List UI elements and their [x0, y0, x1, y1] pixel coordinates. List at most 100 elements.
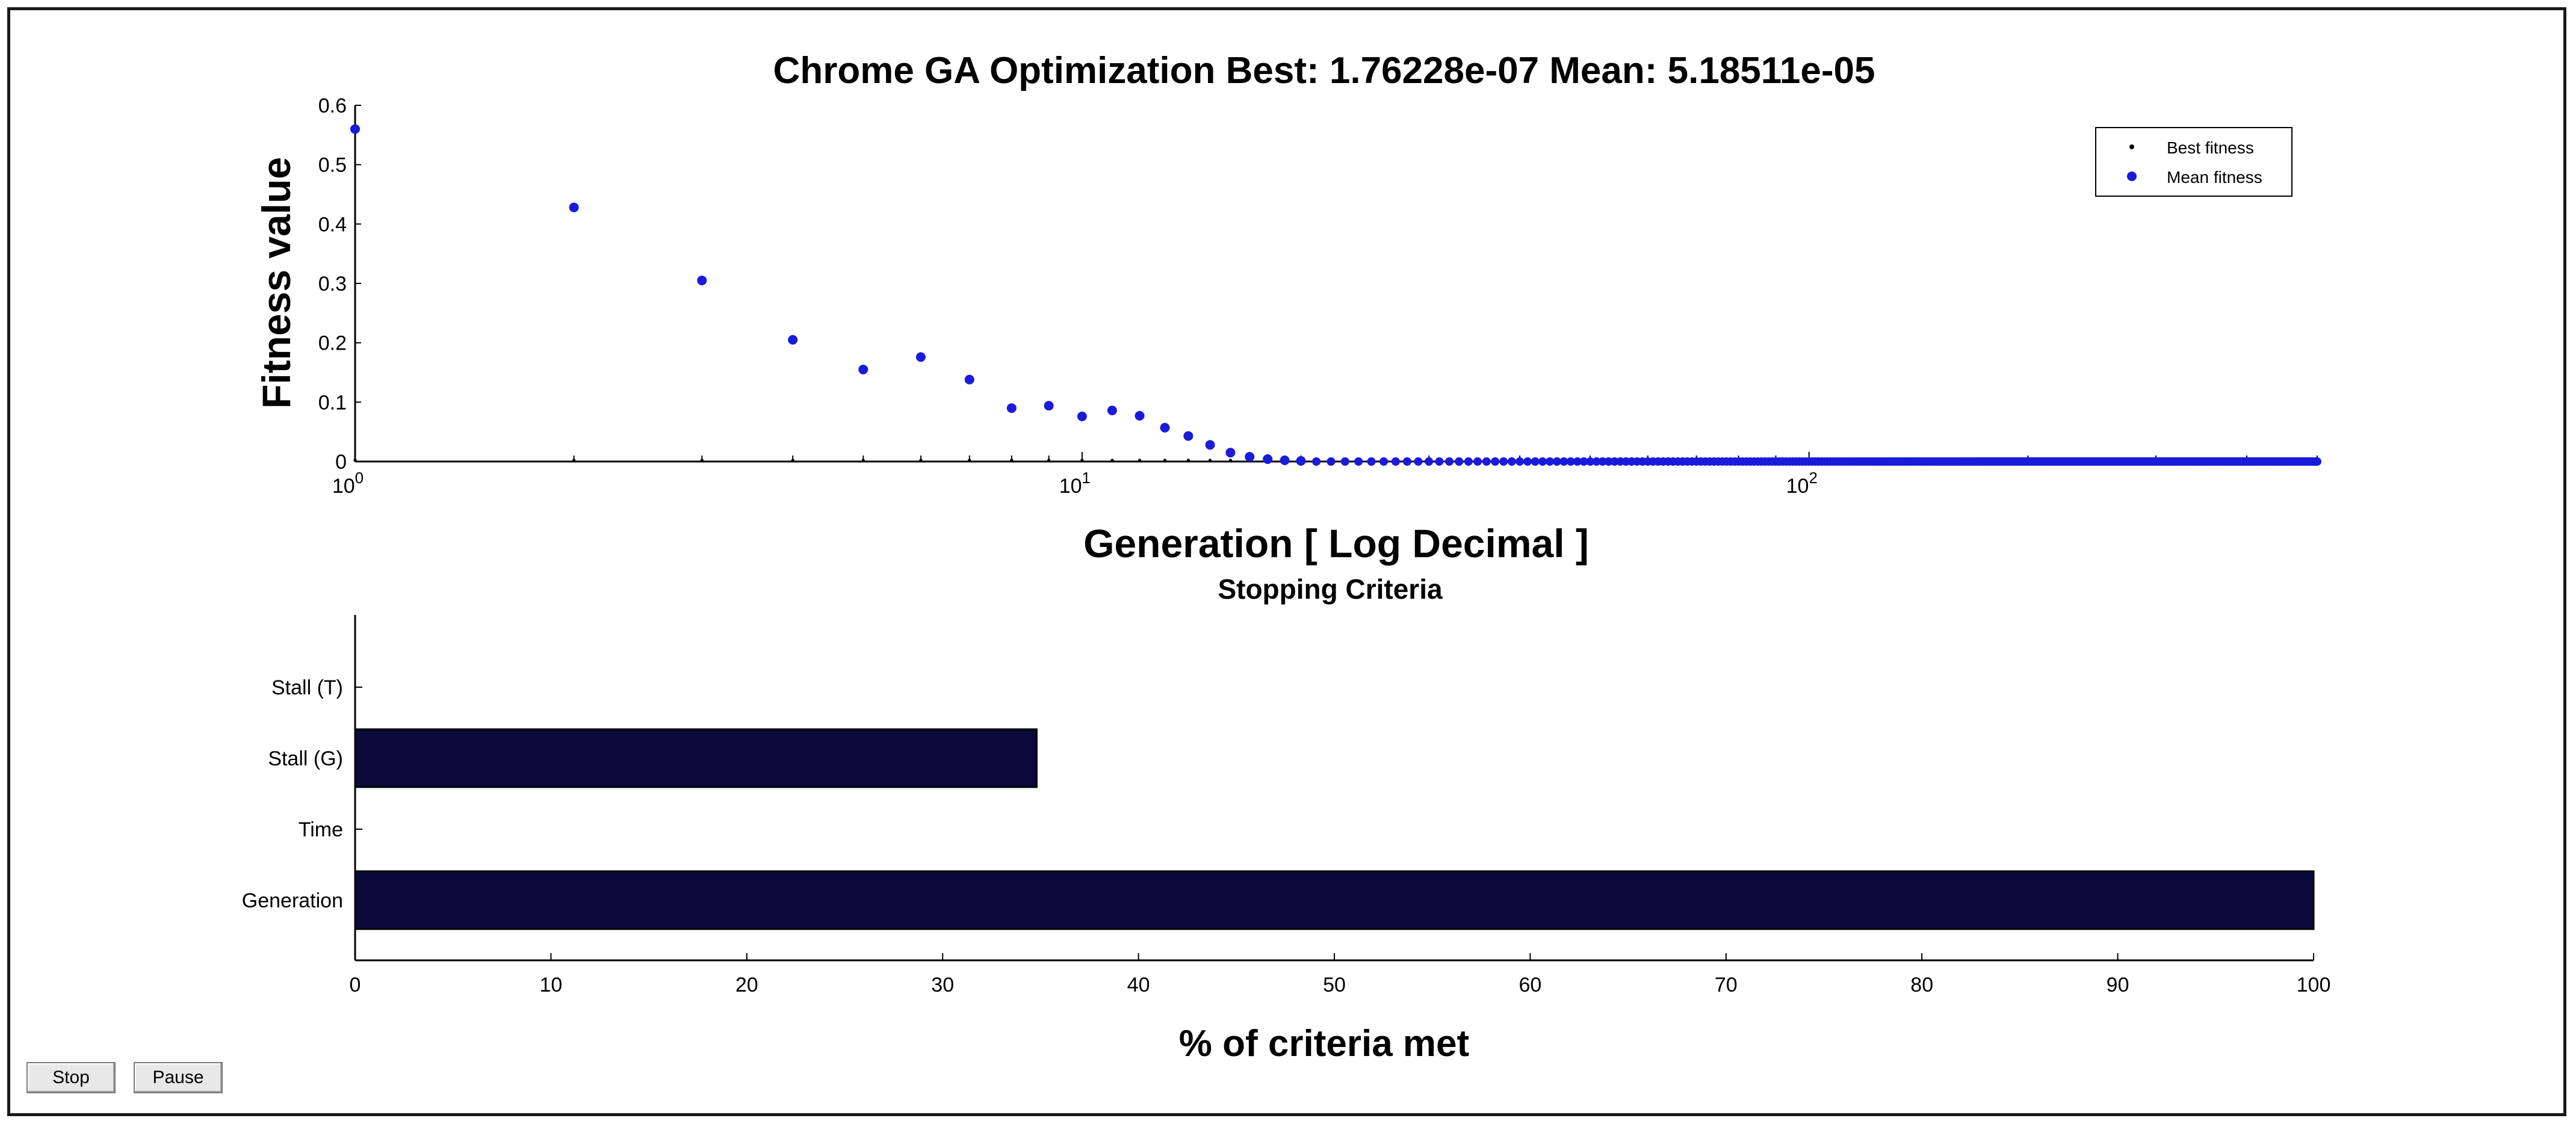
mean-fitness-point: [1610, 457, 1619, 466]
mean-fitness-point: [1464, 457, 1473, 466]
criteria-bar: [354, 870, 2315, 930]
best-fitness-point: [968, 459, 971, 462]
fitness-plot: Chrome GA Optimization Best: 1.76228e-07…: [254, 50, 2321, 566]
mean-fitness-point: [1507, 457, 1516, 466]
best-fitness-point: [353, 459, 357, 462]
mean-fitness-point: [1379, 457, 1389, 466]
stopping-criteria-title: Stopping Criteria: [1218, 573, 1443, 605]
mean-fitness-point: [1414, 457, 1423, 466]
mean-fitness-point: [1499, 457, 1508, 466]
fitness-x-tick-label: 102: [1786, 469, 1818, 498]
fitness-x-tick-label: 101: [1059, 469, 1091, 498]
fitness-y-tick-label: 0.4: [318, 213, 347, 236]
criteria-bars: [354, 728, 2315, 930]
mean-fitness-point: [1552, 457, 1561, 466]
mean-fitness-point: [1135, 411, 1145, 421]
best-fitness-point: [791, 459, 794, 462]
mean-fitness-point: [1516, 457, 1525, 466]
mean-fitness-point: [1435, 457, 1444, 466]
criteria-category-label: Stall (T): [271, 676, 343, 699]
legend-label-mean: Mean fitness: [2167, 168, 2262, 187]
legend-marker-best: [2129, 144, 2134, 149]
best-fitness-point: [572, 459, 576, 462]
mean-fitness-point: [1573, 457, 1582, 466]
criteria-x-tick-label: 0: [350, 974, 361, 996]
mean-fitness-point: [1579, 457, 1588, 466]
mean-fitness-point: [1296, 456, 1306, 466]
mean-fitness-point: [1425, 457, 1434, 466]
fitness-y-tick-label: 0.6: [318, 94, 347, 117]
legend-marker-mean: [2127, 171, 2137, 181]
stopping-criteria-plot: Stopping Criteria Stall (T) Stall (G) Time…: [242, 573, 2331, 1064]
fitness-y-tick-label: 0.1: [318, 391, 347, 414]
mean-fitness-point: [1225, 448, 1236, 458]
criteria-x-tick-label: 40: [1127, 974, 1150, 996]
stop-button[interactable]: Stop: [26, 1062, 116, 1093]
criteria-bar: [354, 728, 1038, 788]
fitness-x-axis-label: Generation [ Log Decimal ]: [1083, 521, 1589, 566]
mean-fitness-point: [788, 335, 798, 345]
mean-fitness-point: [1391, 457, 1400, 466]
legend-label-best: Best fitness: [2167, 138, 2254, 157]
pause-button[interactable]: Pause: [134, 1062, 223, 1093]
best-fitness-point: [1047, 459, 1051, 462]
criteria-x-tick-label: 30: [931, 974, 954, 996]
best-fitness-point: [700, 459, 704, 462]
mean-fitness-point: [1523, 457, 1532, 466]
criteria-x-tick-label: 60: [1519, 974, 1541, 996]
mean-fitness-point: [1566, 457, 1575, 466]
mean-fitness-point: [1312, 457, 1321, 466]
criteria-category-label: Stall (G): [268, 747, 343, 770]
fitness-y-tick-label: 0.3: [318, 273, 347, 295]
mean-fitness-point: [569, 202, 579, 212]
mean-fitness-point: [1402, 457, 1411, 466]
tick-base: 10: [1059, 475, 1082, 498]
mean-fitness-point: [1044, 401, 1054, 411]
criteria-x-axis-label: % of criteria met: [1179, 1023, 1469, 1064]
fitness-y-tick-label: 0.2: [318, 332, 347, 355]
mean-fitness-point: [1107, 406, 1117, 416]
criteria-x-tick-label: 20: [735, 974, 758, 996]
criteria-x-tick-label: 10: [539, 974, 562, 996]
mean-fitness-point: [1604, 457, 1613, 466]
mean-fitness-point: [964, 374, 974, 384]
mean-fitness-point: [1445, 457, 1454, 466]
tick-exponent: 2: [1809, 469, 1817, 487]
mean-fitness-point: [1367, 457, 1376, 466]
mean-fitness-point: [1546, 457, 1555, 466]
fitness-plot-title: Chrome GA Optimization Best: 1.76228e-07…: [773, 50, 1875, 91]
fitness-x-tick-label: 100: [332, 469, 364, 498]
mean-fitness-point: [915, 352, 926, 362]
criteria-categories: Stall (T) Stall (G) Time Generation: [242, 676, 362, 912]
criteria-x-tick-label: 50: [1323, 974, 1346, 996]
mean-fitness-point: [1006, 403, 1017, 413]
best-fitness-point: [861, 459, 865, 462]
figure-frame: [7, 7, 2566, 1116]
mean-fitness-point: [1586, 457, 1595, 466]
fitness-y-axis-label: Fitness value: [254, 157, 299, 409]
mean-fitness-point: [1491, 457, 1500, 466]
best-fitness-point: [1010, 459, 1014, 462]
best-fitness-point: [1228, 459, 1233, 462]
fitness-y-tick-label: 0: [335, 451, 347, 474]
criteria-x-tick-label: 100: [2297, 974, 2331, 996]
best-fitness-point: [1080, 459, 1084, 462]
mean-fitness-point: [1598, 457, 1607, 466]
mean-fitness-point: [1592, 457, 1601, 466]
mean-fitness-point: [1327, 457, 1336, 466]
fitness-y-tick-label: 0.5: [318, 154, 347, 177]
best-fitness-point: [1110, 459, 1114, 462]
mean-fitness-point: [2313, 457, 2321, 466]
mean-fitness-point: [1205, 440, 1215, 450]
tick-exponent: 1: [1082, 469, 1091, 487]
mean-fitness-point: [1263, 454, 1273, 465]
mean-fitness-point: [1340, 457, 1349, 466]
mean-fitness-point: [1531, 457, 1540, 466]
fitness-axes: [354, 105, 2317, 463]
mean-fitness-point: [1183, 431, 1194, 441]
mean-fitness-point: [1482, 457, 1491, 466]
fitness-y-ticks: 0 0.1 0.2 0.3 0.4 0.5 0.6: [318, 94, 361, 474]
mean-fitness-point: [1354, 457, 1363, 466]
mean-fitness-point: [1280, 455, 1290, 466]
